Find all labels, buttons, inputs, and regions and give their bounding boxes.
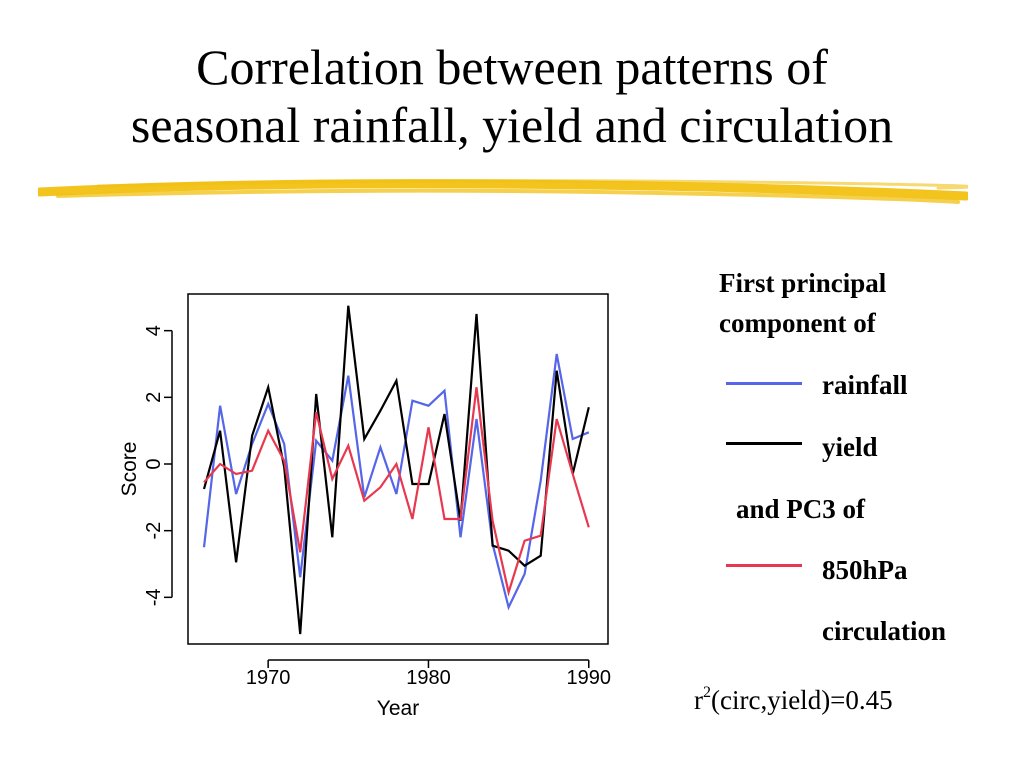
y-tick-label: 0 [143, 458, 165, 469]
r-squared-r: r [694, 685, 703, 715]
legend-header-line1: First principal [719, 268, 887, 298]
x-tick-label: 1980 [406, 667, 451, 689]
legend-pc3-label: and PC3 of [736, 494, 866, 524]
r-squared-stat: r2(circ,yield)=0.45 [694, 684, 893, 716]
legend-circulation-label-line1: 850hPa [822, 555, 908, 585]
series-line-850hpa-circulation [203, 387, 590, 597]
legend-yield-swatch [726, 442, 802, 445]
x-tick-label: 1970 [246, 667, 290, 689]
y-tick-label: 2 [143, 392, 165, 403]
legend-circulation-swatch [726, 564, 802, 567]
legend-rainfall-swatch [726, 382, 802, 385]
slide-title-line2: seasonal rainfall, yield and circulation [130, 97, 894, 153]
score-chart: -4 -2 0 2 4 1970 1980 1990 Score Year [118, 293, 612, 720]
x-axis-label: Year [377, 697, 419, 720]
y-tick-label: -4 [143, 588, 165, 606]
slide-title-line1: Correlation between patterns of [196, 39, 828, 95]
x-tick-label: 1990 [567, 667, 612, 689]
y-tick-label: -2 [143, 522, 165, 540]
legend-header-line2: component of [719, 308, 876, 338]
series-line-rainfall [202, 353, 590, 611]
plot-frame [187, 293, 609, 645]
legend-rainfall-label: rainfall [822, 370, 908, 400]
slide-title: Correlation between patterns of seasonal… [0, 38, 1024, 154]
legend-yield-label: yield [822, 432, 878, 462]
r-squared-value: (circ,yield)=0.45 [711, 685, 893, 715]
y-tick-label: 4 [143, 325, 165, 336]
series-line-yield [202, 305, 590, 635]
legend-circulation-label-line2: circulation [822, 616, 946, 646]
y-axis-label: Score [118, 442, 141, 497]
title-underline [38, 179, 968, 204]
r-squared-exponent: 2 [703, 684, 711, 701]
